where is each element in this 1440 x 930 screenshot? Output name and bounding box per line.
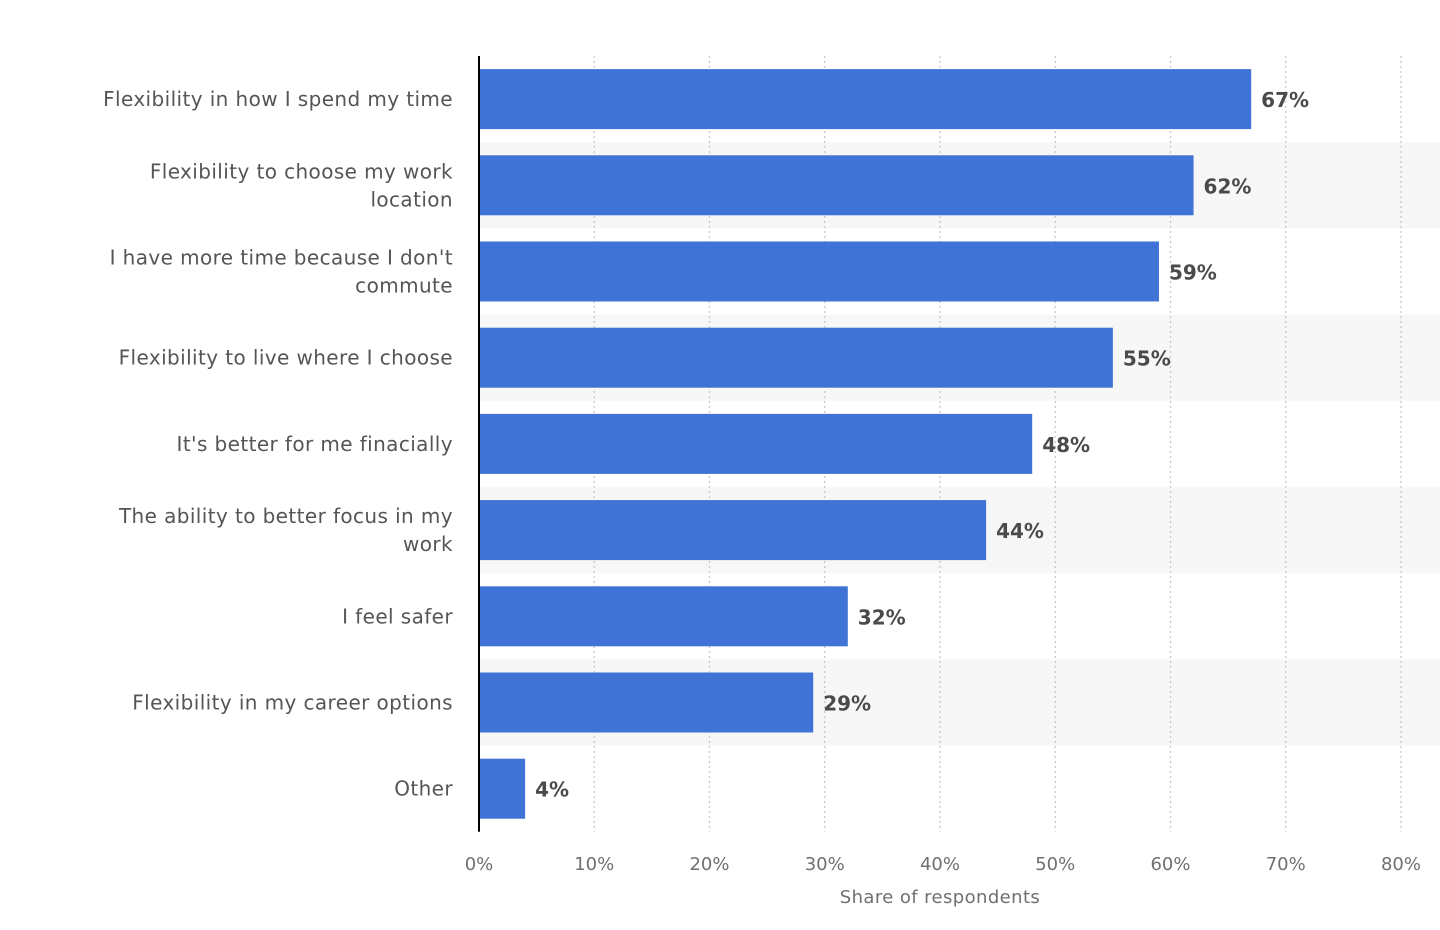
bar	[479, 758, 526, 819]
value-labels: 67% 62% 59% 55% 48% 44% 32% 29% 4%	[535, 88, 1309, 802]
value-label: 55%	[1123, 347, 1171, 371]
category-label: Flexibility in how I spend my time	[103, 87, 453, 111]
bar	[479, 672, 814, 733]
category-label-line: work	[403, 532, 453, 556]
bars	[479, 69, 1252, 819]
x-tick-label: 70%	[1266, 854, 1306, 875]
category-label: The ability to better focus in my work	[118, 504, 453, 556]
category-label-line: Flexibility to choose my work	[150, 159, 453, 183]
category-label: Flexibility to choose my work location	[150, 159, 453, 211]
bar	[479, 69, 1252, 130]
category-label: Flexibility to live where I choose	[119, 346, 453, 370]
category-label: I feel safer	[342, 604, 453, 628]
value-label: 29%	[823, 692, 871, 716]
category-labels: Flexibility in how I spend my time Flexib…	[103, 87, 453, 801]
x-tick-label: 50%	[1035, 854, 1075, 875]
category-label-line: The ability to better focus in my	[118, 504, 453, 528]
value-label: 67%	[1261, 88, 1309, 112]
category-label-line: location	[370, 187, 453, 211]
category-label: It's better for me finacially	[177, 432, 453, 456]
value-label: 44%	[996, 519, 1044, 543]
bar	[479, 500, 987, 561]
x-tick-label: 10%	[574, 854, 614, 875]
category-label: Other	[394, 777, 453, 801]
category-label: I have more time because I don't commute	[110, 246, 453, 298]
category-label-line: It's better for me finacially	[177, 432, 453, 456]
value-label: 48%	[1042, 433, 1090, 457]
x-tick-label: 20%	[689, 854, 729, 875]
category-label-line: commute	[355, 274, 453, 298]
category-label-line: Flexibility to live where I choose	[119, 346, 453, 370]
category-label-line: I feel safer	[342, 604, 453, 628]
x-tick-labels: 0% 10% 20% 30% 40% 50% 60% 70% 80%	[465, 854, 1421, 875]
value-label: 62%	[1204, 174, 1252, 198]
category-label-line: Flexibility in how I spend my time	[103, 87, 453, 111]
value-label: 59%	[1169, 261, 1217, 285]
value-label: 32%	[858, 605, 906, 629]
bar	[479, 327, 1113, 388]
category-label-line: Other	[394, 777, 453, 801]
x-tick-label: 40%	[920, 854, 960, 875]
x-tick-label: 60%	[1150, 854, 1190, 875]
bar	[479, 155, 1194, 216]
x-axis-title: Share of respondents	[840, 887, 1040, 908]
category-label-line: I have more time because I don't	[110, 246, 453, 270]
category-label-line: Flexibility in my career options	[132, 691, 453, 715]
x-tick-label: 30%	[805, 854, 845, 875]
x-tick-label: 0%	[465, 854, 494, 875]
value-label: 4%	[535, 778, 569, 802]
category-label: Flexibility in my career options	[132, 691, 453, 715]
x-tick-label: 80%	[1381, 854, 1421, 875]
bar	[479, 241, 1159, 302]
bar	[479, 586, 848, 647]
bar	[479, 413, 1033, 474]
